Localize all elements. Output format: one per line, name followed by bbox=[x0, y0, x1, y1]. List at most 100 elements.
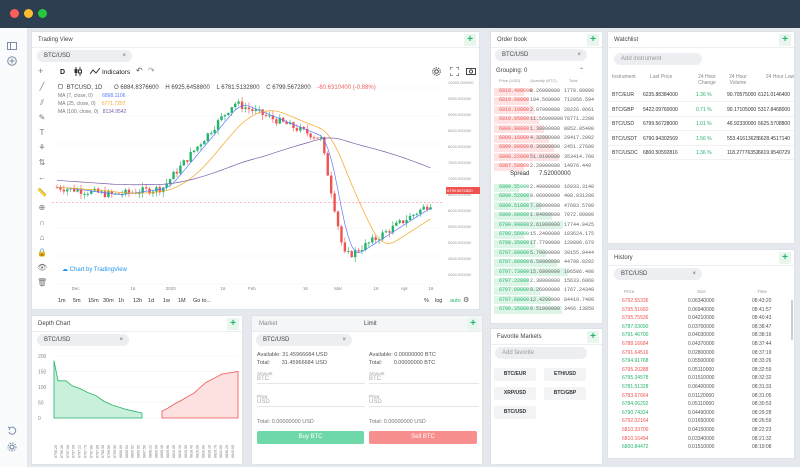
watchlist-column-header[interactable]: 24 Hour Low bbox=[765, 74, 795, 80]
ask-row[interactable]: 6809.00000 0.36000000 2451.27600 bbox=[494, 143, 594, 152]
ask-row[interactable]: 6810.90000 104.560000 712056.594 bbox=[494, 96, 594, 105]
add-panel-button[interactable]: + bbox=[587, 34, 599, 46]
clear-symbol-icon[interactable]: × bbox=[342, 337, 346, 343]
scale-option[interactable]: % bbox=[424, 298, 429, 304]
range-option[interactable]: 30m bbox=[103, 298, 114, 304]
settings-gear-icon[interactable] bbox=[7, 442, 17, 452]
market-btc-usd[interactable]: BTC/USD bbox=[494, 406, 536, 419]
undo-chart-icon[interactable]: ↶ bbox=[136, 66, 143, 75]
bid-row[interactable]: 6799.99000 2.61000000 17744.0425 bbox=[494, 221, 594, 230]
prediction-tool-icon[interactable]: ⇅ bbox=[38, 158, 46, 167]
pattern-tool-icon[interactable]: ⚘ bbox=[38, 143, 46, 152]
bid-row[interactable]: 6800.52000 0.06000000 408.031200 bbox=[494, 192, 594, 201]
watchlist-row[interactable]: BTC/USDC 6800.50592816 1.36 % 118.27776352 6… bbox=[608, 147, 794, 160]
sell-amount-field[interactable]: Amount BTC bbox=[369, 371, 479, 384]
close-window-dot[interactable] bbox=[10, 9, 19, 18]
ask-row[interactable]: 6818.400000 0.26000000 1770.80800 bbox=[494, 87, 594, 96]
market-eth-usd[interactable]: ETH/USD bbox=[544, 368, 586, 381]
grouping-selector[interactable]: Grouping: 0 bbox=[496, 68, 528, 74]
clear-symbol-icon[interactable]: × bbox=[692, 271, 696, 277]
range-option[interactable]: 1w bbox=[163, 298, 171, 304]
market-xrp-usd[interactable]: XRP/USD bbox=[494, 387, 536, 400]
watchlist-column-header[interactable]: Instrument bbox=[612, 74, 636, 80]
scale-option[interactable]: auto bbox=[450, 298, 461, 304]
bid-row[interactable]: 6799.56000 15.2400000 103624.175 bbox=[494, 230, 594, 239]
add-instrument-input[interactable]: Add instrument bbox=[614, 53, 702, 65]
symbol-selector[interactable]: BTC/USD × bbox=[37, 50, 132, 62]
bid-row[interactable]: 6800.51000 7.00000000 47603.5700 bbox=[494, 202, 594, 211]
clear-symbol-icon[interactable]: × bbox=[122, 53, 126, 59]
chart-settings-icon[interactable]: ⚙ bbox=[463, 297, 470, 304]
sell-button[interactable]: Sell BTC bbox=[369, 431, 477, 444]
buy-amount-field[interactable]: Amount BTC bbox=[257, 371, 365, 384]
clear-symbol-icon[interactable]: × bbox=[577, 52, 581, 58]
add-panel-button[interactable]: + bbox=[227, 318, 239, 330]
watchlist-column-header[interactable]: 24 Hour Volume bbox=[729, 74, 747, 86]
ask-row[interactable]: 6810.10000 2.97000000 20226.0661 bbox=[494, 106, 594, 115]
range-option[interactable]: 15m bbox=[88, 298, 99, 304]
add-panel-button[interactable]: + bbox=[587, 331, 599, 343]
zoom-in-icon[interactable]: ⊕ bbox=[38, 203, 46, 212]
range-option[interactable]: 1d bbox=[148, 298, 155, 304]
pitchfork-tool-icon[interactable]: ⫽ bbox=[40, 98, 44, 107]
watchlist-column-header[interactable]: 24 Hour Change bbox=[698, 74, 716, 86]
candles-style-icon[interactable] bbox=[74, 67, 82, 76]
range-option[interactable]: 5m bbox=[73, 298, 81, 304]
sell-price-field[interactable]: Price USD bbox=[369, 394, 479, 407]
scale-option[interactable]: log bbox=[435, 298, 443, 304]
bid-row[interactable]: 6800.00000 1.04000000 7072.00000 bbox=[494, 211, 594, 220]
symbol-selector[interactable]: BTC/USD × bbox=[495, 49, 587, 61]
watchlist-row[interactable]: BTC/USD 6799.56728000 1.01 % 46.92330000 662… bbox=[608, 118, 794, 131]
brush-tool-icon[interactable]: ✎ bbox=[38, 113, 46, 122]
range-option[interactable]: 1h bbox=[118, 298, 125, 304]
back-arrow-icon[interactable]: ← bbox=[38, 173, 46, 182]
indicators-button[interactable]: Indicators bbox=[102, 69, 131, 76]
trash-icon[interactable]: 🗑 bbox=[37, 278, 48, 287]
symbol-selector[interactable]: BTC/USD × bbox=[256, 334, 352, 346]
bid-row[interactable]: 6797.86000 6.59000000 44798.0292 bbox=[494, 258, 594, 267]
range-option[interactable]: Go to... bbox=[193, 298, 212, 304]
bid-row[interactable]: 6797.22000 2.30000000 15633.6060 bbox=[494, 277, 594, 286]
history-scrollbar[interactable] bbox=[791, 300, 793, 340]
minimize-window-dot[interactable] bbox=[24, 9, 33, 18]
undo-icon[interactable] bbox=[7, 426, 17, 436]
range-option[interactable]: 1m bbox=[58, 298, 66, 304]
add-panel-button[interactable]: + bbox=[467, 318, 479, 330]
ask-row[interactable]: 6807.50000 2.20000000 14976.449 bbox=[494, 162, 591, 171]
crosshair-icon[interactable]: + bbox=[38, 66, 44, 76]
watchlist-row[interactable]: BTC/EUR 6235.88384000 1.36 % 90.70575000 612… bbox=[608, 89, 794, 102]
ask-row[interactable]: 6808.22000 51.9100000 353414.700 bbox=[494, 153, 594, 162]
bid-row[interactable]: 6796.35000 0.51000000 3466.13850 bbox=[494, 305, 594, 314]
bid-row[interactable]: 6797.73000 15.6800000 106586.408 bbox=[494, 268, 594, 277]
text-tool-icon[interactable]: T bbox=[39, 128, 45, 137]
chevron-down-icon[interactable]: ⌃ bbox=[579, 68, 585, 74]
tradingview-watermark[interactable]: ☁ Chart by TradingView bbox=[62, 267, 127, 273]
price-chart[interactable] bbox=[52, 80, 444, 286]
watchlist-row[interactable]: BTC/USDT 6790.94302569 1.56 % 553.41613625 6… bbox=[608, 133, 794, 146]
ask-row[interactable]: 6809.16000 4.32000000 29417.2992 bbox=[494, 134, 594, 143]
ask-row[interactable]: 6809.90000 1.30000000 8852.85400 bbox=[494, 125, 594, 134]
add-favorite-input[interactable]: Add favorite bbox=[495, 347, 587, 359]
interval-selector[interactable]: D bbox=[60, 69, 66, 76]
range-option[interactable]: 12h bbox=[133, 298, 143, 304]
bid-row[interactable]: 6797.00000 12.4200000 84419.7400 bbox=[494, 296, 594, 305]
add-panel-button[interactable]: + bbox=[779, 34, 791, 46]
bid-row[interactable]: 6798.35000 17.7700000 120806.679 bbox=[494, 239, 594, 248]
market-btc-gbp[interactable]: BTC/GBP bbox=[544, 387, 586, 400]
tab-market[interactable]: Market bbox=[259, 321, 278, 327]
screenshot-camera-icon[interactable] bbox=[466, 67, 476, 75]
indicators-icon[interactable] bbox=[90, 68, 100, 75]
clear-symbol-icon[interactable]: × bbox=[119, 337, 123, 343]
tab-limit[interactable]: Limit bbox=[364, 321, 377, 327]
market-btc-eur[interactable]: BTC/EUR bbox=[494, 368, 536, 381]
add-panel-button[interactable]: + bbox=[779, 252, 791, 264]
buy-button[interactable]: Buy BTC bbox=[257, 431, 364, 444]
bid-row[interactable]: 6800.55000 2.49000000 16933.3140 bbox=[494, 183, 594, 192]
symbol-selector[interactable]: BTC/USD × bbox=[37, 334, 129, 346]
add-panel-button[interactable]: + bbox=[464, 34, 476, 46]
watchlist-row[interactable]: BTC/GBP 5422.09760000 0.71 % 90.17105000 531… bbox=[608, 104, 794, 117]
magnet-icon[interactable]: ∩ bbox=[39, 218, 45, 227]
symbol-selector[interactable]: BTC/USD × bbox=[614, 268, 702, 280]
range-option[interactable]: 1M bbox=[178, 298, 186, 304]
add-circle-icon[interactable] bbox=[7, 56, 17, 66]
